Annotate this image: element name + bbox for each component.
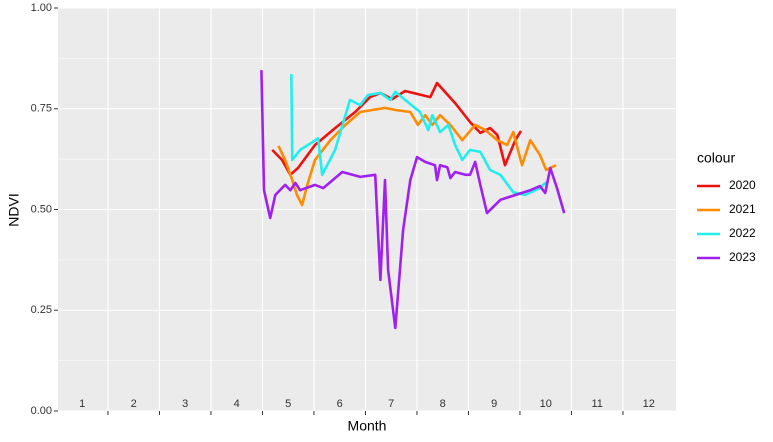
legend-title: colour: [697, 150, 735, 166]
legend-label: 2021: [729, 202, 756, 216]
month-label: 7: [388, 398, 394, 410]
y-axis-title: NDVI: [6, 193, 22, 226]
month-label: 10: [540, 398, 552, 410]
month-label: 5: [285, 398, 291, 410]
month-label: 1: [79, 398, 85, 410]
month-label: 4: [234, 398, 240, 410]
series-line: [271, 81, 523, 177]
legend-label: 2022: [729, 226, 756, 240]
y-tick-label: 0.00: [31, 405, 52, 417]
month-label: 6: [337, 398, 343, 410]
legend-label: 2023: [729, 250, 756, 264]
month-label: 3: [182, 398, 188, 410]
legend-label: 2020: [729, 178, 756, 192]
y-tick-label: 0.25: [31, 304, 52, 316]
month-label: 8: [440, 398, 446, 410]
x-axis-title: Month: [348, 418, 387, 434]
series-line: [260, 70, 566, 330]
y-tick-label: 0.75: [31, 103, 52, 115]
y-tick-label: 0.50: [31, 203, 52, 215]
month-label: 12: [643, 398, 655, 410]
month-label: 11: [591, 398, 602, 410]
series-line: [290, 74, 548, 197]
y-tick-label: 1.00: [31, 2, 52, 14]
month-label: 2: [131, 398, 137, 410]
month-label: 9: [491, 398, 497, 410]
